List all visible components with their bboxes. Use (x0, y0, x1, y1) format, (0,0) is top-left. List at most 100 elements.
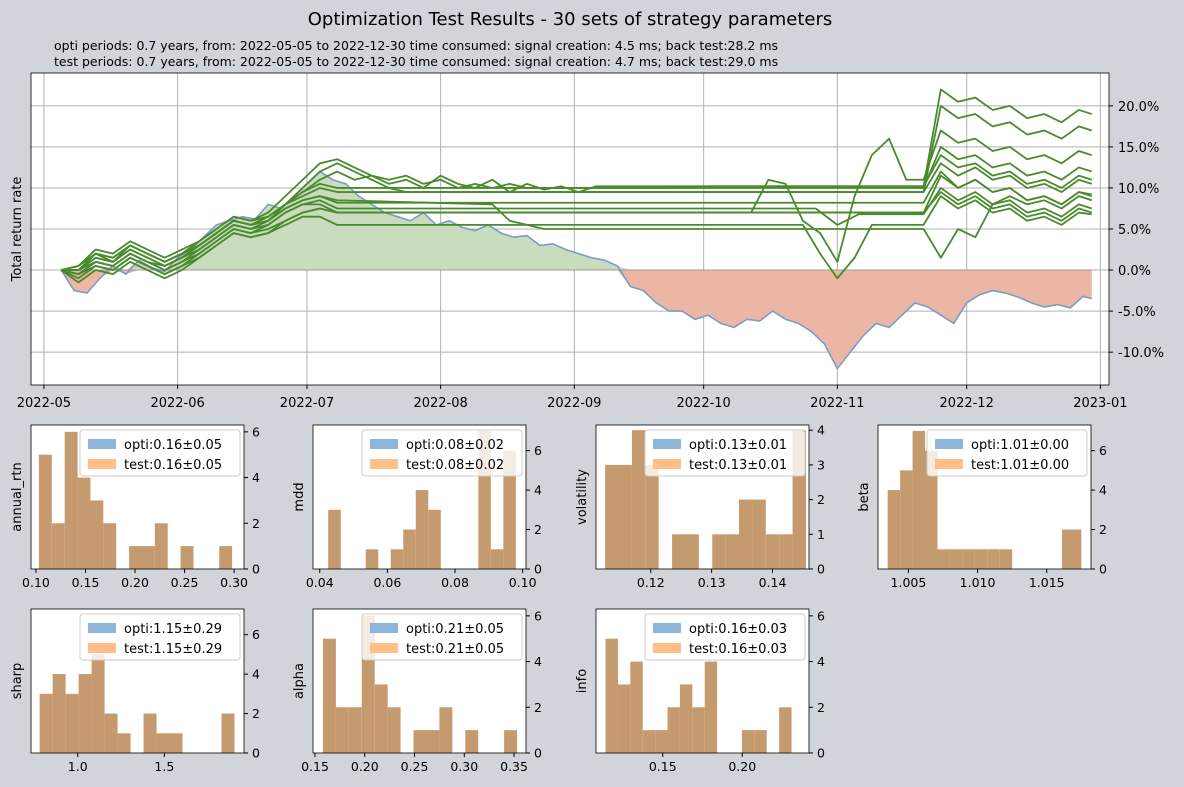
hist-bar (413, 730, 427, 753)
legend-swatch-test (370, 643, 398, 653)
hist-bar (655, 730, 668, 753)
hist-axes-frame (30, 424, 245, 570)
hist-bar (221, 713, 235, 753)
y-tick-label: 0.0% (1118, 264, 1151, 279)
legend-label-opti: opti:0.16±0.05 (124, 438, 222, 453)
strategy-line (60, 88, 1093, 271)
hist-bar (387, 707, 401, 753)
hist-info: 0.15 0.20 0 2 4 6 info opti:0.16±0.03 test:0.16±… (575, 608, 825, 774)
hist-y-tick-label: 0 (817, 562, 825, 577)
y-tick-label: 10.0% (1118, 182, 1159, 197)
hist-bar (887, 490, 901, 569)
x-tick-label: 2022-08 (413, 396, 467, 411)
hist-bar (374, 684, 388, 753)
y-tick-label: 15.0% (1118, 141, 1159, 156)
hist-beta: 1.005 1.010 1.015 0 2 4 6 beta opti:1.01±0.00 tes… (857, 424, 1107, 590)
hist-y-tick-label: 4 (817, 654, 825, 669)
hist-bar (503, 450, 516, 569)
legend-swatch-opti (653, 439, 681, 449)
hist-bar (912, 430, 926, 569)
hist-bar (974, 549, 988, 569)
hist-x-tick-label: 1.010 (960, 575, 996, 590)
hist-bar (672, 534, 686, 569)
hist-y-tick-label: 4 (252, 667, 260, 682)
hist-bar (322, 638, 336, 753)
legend-label-opti: opti:1.15±0.29 (124, 622, 222, 637)
main-ylabel: Total return rate (10, 177, 25, 283)
hist-ylabel: sharp (10, 663, 25, 700)
legend-swatch-test (370, 459, 398, 469)
x-tick-label: 2022-10 (677, 396, 731, 411)
hist-bar (618, 464, 632, 569)
hist-bar (962, 549, 975, 569)
hist-x-tick-label: 0.12 (637, 575, 665, 590)
hist-bar (415, 490, 429, 569)
hist-x-tick-label: 0.30 (450, 759, 478, 774)
hist-x-tick-label: 1.5 (154, 759, 174, 774)
hist-bar (739, 499, 753, 569)
hist-alpha: 0.15 0.20 0.25 0.30 0.35 0 2 4 6 alpha opti:0.21±0… (292, 608, 542, 774)
hist-bar (987, 549, 1000, 569)
strategy-line (60, 195, 1092, 284)
hist-y-tick-label: 2 (817, 492, 825, 507)
hist-y-tick-label: 6 (534, 443, 542, 458)
hist-legend (644, 613, 806, 661)
hist-axes-frame (312, 424, 527, 570)
legend-swatch-opti (935, 439, 963, 449)
legend-swatch-test (88, 459, 116, 469)
legend-label-opti: opti:0.21±0.05 (406, 622, 504, 637)
hist-bar (999, 549, 1013, 569)
hist-y-tick-label: 0 (534, 562, 542, 577)
hist-bar (685, 534, 699, 569)
hist-bar (219, 546, 233, 569)
figure-title: Optimization Test Results - 30 sets of s… (308, 9, 832, 30)
x-tick-label: 2022-12 (940, 396, 994, 411)
hist-axes-frame (30, 608, 245, 754)
subtitle-line-1: opti periods: 0.7 years, from: 2022-05-0… (54, 38, 778, 53)
hist-y-tick-label: 4 (817, 423, 825, 438)
hist-legend (926, 429, 1088, 477)
x-tick-label: 2022-07 (280, 396, 334, 411)
hist-bar (78, 674, 92, 753)
hist-bar (169, 733, 183, 753)
hist-y-tick-label: 6 (534, 608, 542, 623)
y-tick-label: 20.0% (1118, 100, 1159, 115)
x-tick-label: 2022-11 (810, 396, 864, 411)
hist-ylabel: alpha (292, 663, 307, 699)
hist-x-tick-label: 0.10 (22, 575, 50, 590)
hist-y-tick-label: 6 (1099, 443, 1107, 458)
hist-bar (154, 523, 168, 569)
hist-x-tick-label: 0.35 (500, 759, 528, 774)
hist-y-tick-label: 6 (252, 627, 260, 642)
hist-bar (129, 546, 142, 569)
hist-bar (65, 693, 79, 753)
benchmark-line (60, 170, 1092, 371)
hist-bar (631, 430, 646, 569)
strategy-line (60, 129, 1093, 276)
hist-x-tick-label: 0.13 (698, 575, 726, 590)
hist-x-tick-label: 0.15 (301, 759, 329, 774)
hist-bar (490, 549, 504, 569)
legend-label-test: test:0.16±0.05 (124, 458, 222, 473)
hist-bar (117, 733, 131, 753)
hist-y-tick-label: 0 (1099, 562, 1107, 577)
hist-y-tick-label: 2 (534, 700, 542, 715)
y-tick-label: -10.0% (1118, 346, 1164, 361)
x-tick-label: 2022-06 (150, 396, 204, 411)
hist-y-tick-label: 0 (252, 746, 260, 761)
x-tick-label: 2023-01 (1073, 396, 1127, 411)
hist-legend (361, 429, 523, 477)
hist-y-tick-label: 0 (534, 746, 542, 761)
hist-bar (428, 509, 441, 569)
hist-y-tick-label: 2 (1099, 522, 1107, 537)
hist-x-tick-label: 1.0 (68, 759, 88, 774)
hist-bar (51, 523, 65, 569)
y-tick-label: -5.0% (1118, 305, 1156, 320)
hist-bar (64, 431, 78, 569)
hist-x-tick-label: 0.20 (351, 759, 379, 774)
hist-y-tick-label: 2 (252, 516, 260, 531)
hist-legend (79, 429, 241, 477)
hist-bar (642, 730, 656, 753)
legend-swatch-opti (88, 623, 116, 633)
